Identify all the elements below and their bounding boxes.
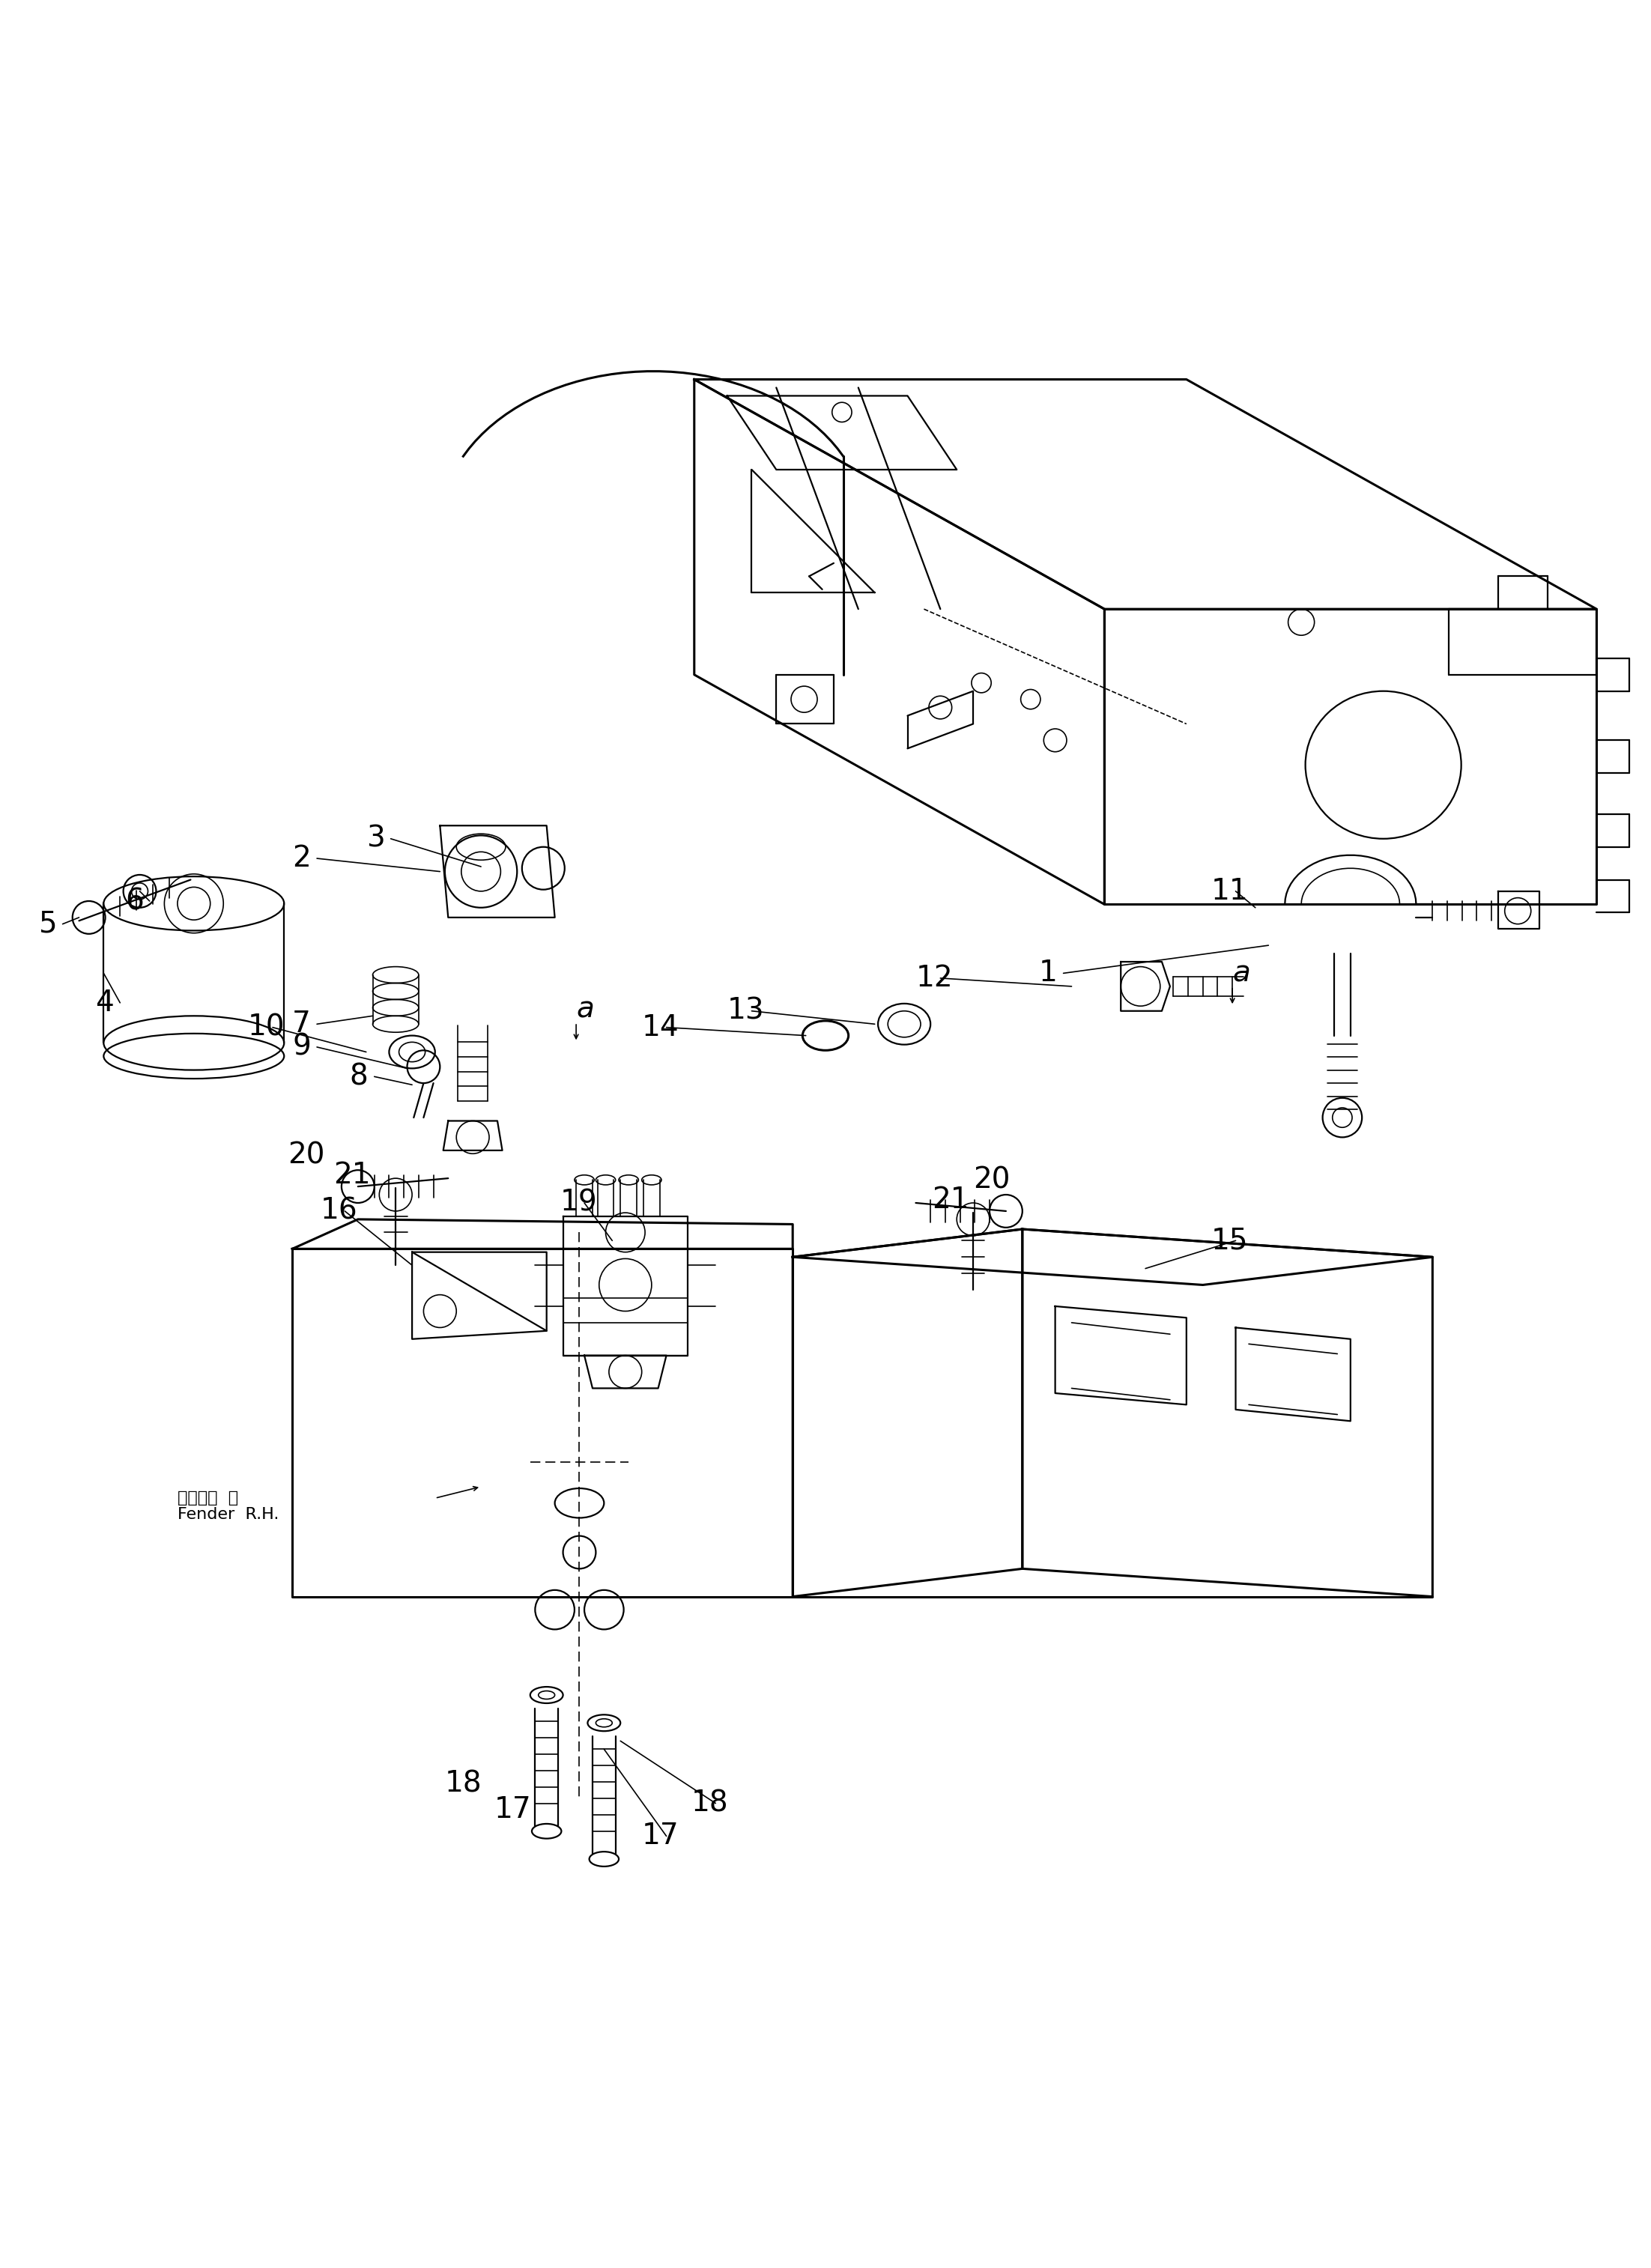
Text: 6: 6 — [125, 887, 144, 916]
Text: 20: 20 — [972, 1166, 1010, 1195]
Text: フェンダ  右: フェンダ 右 — [177, 1490, 238, 1506]
Text: 8: 8 — [350, 1061, 368, 1091]
Text: 15: 15 — [1212, 1227, 1248, 1254]
Text: 14: 14 — [642, 1014, 679, 1041]
Text: 17: 17 — [494, 1796, 532, 1823]
Text: 21: 21 — [933, 1186, 969, 1213]
Text: 2: 2 — [292, 844, 310, 873]
Text: 13: 13 — [726, 996, 764, 1025]
Text: Fender  R.H.: Fender R.H. — [177, 1506, 279, 1522]
Text: 19: 19 — [560, 1188, 598, 1218]
Text: 7: 7 — [292, 1009, 310, 1039]
Text: 10: 10 — [248, 1014, 286, 1041]
Text: 18: 18 — [444, 1769, 482, 1799]
Text: 12: 12 — [916, 964, 953, 993]
Text: 4: 4 — [96, 989, 114, 1016]
Text: 17: 17 — [642, 1821, 679, 1851]
Text: a: a — [1232, 959, 1250, 987]
Text: 11: 11 — [1212, 878, 1248, 905]
Text: 16: 16 — [320, 1198, 358, 1225]
Text: 1: 1 — [1038, 959, 1057, 987]
Text: 18: 18 — [692, 1789, 728, 1817]
Text: 9: 9 — [292, 1032, 310, 1061]
Text: 21: 21 — [334, 1161, 370, 1188]
Text: a: a — [576, 996, 594, 1023]
Text: 20: 20 — [287, 1141, 325, 1170]
Text: 5: 5 — [38, 909, 56, 939]
Text: 3: 3 — [367, 826, 385, 853]
